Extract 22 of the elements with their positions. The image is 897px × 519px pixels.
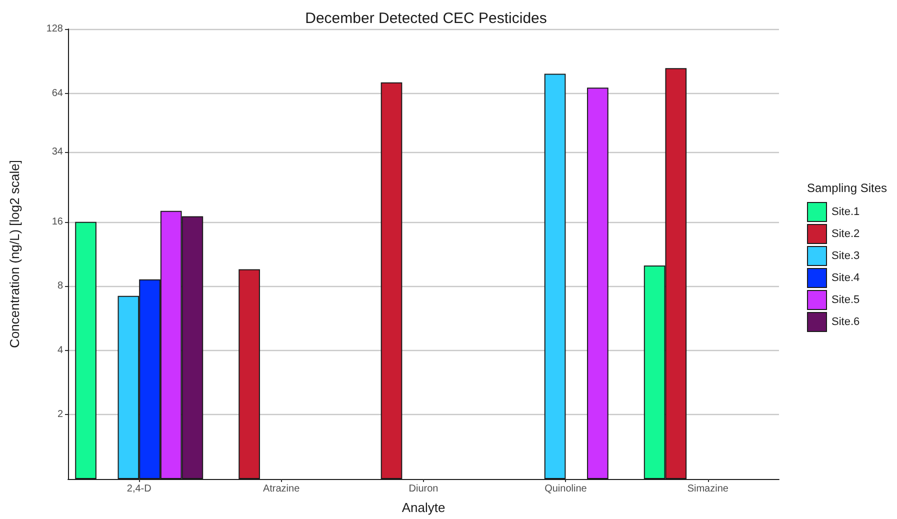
x-tick-label: Atrazine bbox=[262, 484, 300, 494]
chart-title: December Detected CEC Pesticides bbox=[305, 10, 547, 27]
x-tick-label: 2,4-D bbox=[126, 484, 152, 494]
legend-title: Sampling Sites bbox=[807, 181, 888, 195]
legend-label: Site.5 bbox=[832, 294, 860, 306]
y-tick-label: 128 bbox=[46, 24, 64, 34]
legend-label: Site.4 bbox=[832, 272, 860, 284]
y-axis-title: Concentration (ng/L) [log2 scale] bbox=[7, 160, 22, 348]
legend-label: Site.1 bbox=[832, 206, 860, 218]
legend-label: Site.3 bbox=[832, 250, 860, 262]
y-tick-label: 64 bbox=[52, 88, 64, 99]
y-tick-label: 4 bbox=[57, 344, 64, 356]
legend-label: Site.6 bbox=[832, 316, 860, 328]
y-tick-label: 34 bbox=[52, 146, 64, 158]
x-axis-title: Analyte bbox=[402, 500, 446, 515]
legend-label: Site.2 bbox=[832, 228, 860, 240]
y-tick-label: 16 bbox=[52, 216, 64, 228]
y-tick-label: 8 bbox=[57, 280, 64, 292]
x-tick-label: Quinoline bbox=[544, 484, 588, 494]
y-tick-label: 2 bbox=[57, 409, 64, 420]
x-tick-label: Simazine bbox=[687, 484, 729, 494]
x-tick-label: Diuron bbox=[408, 484, 438, 494]
